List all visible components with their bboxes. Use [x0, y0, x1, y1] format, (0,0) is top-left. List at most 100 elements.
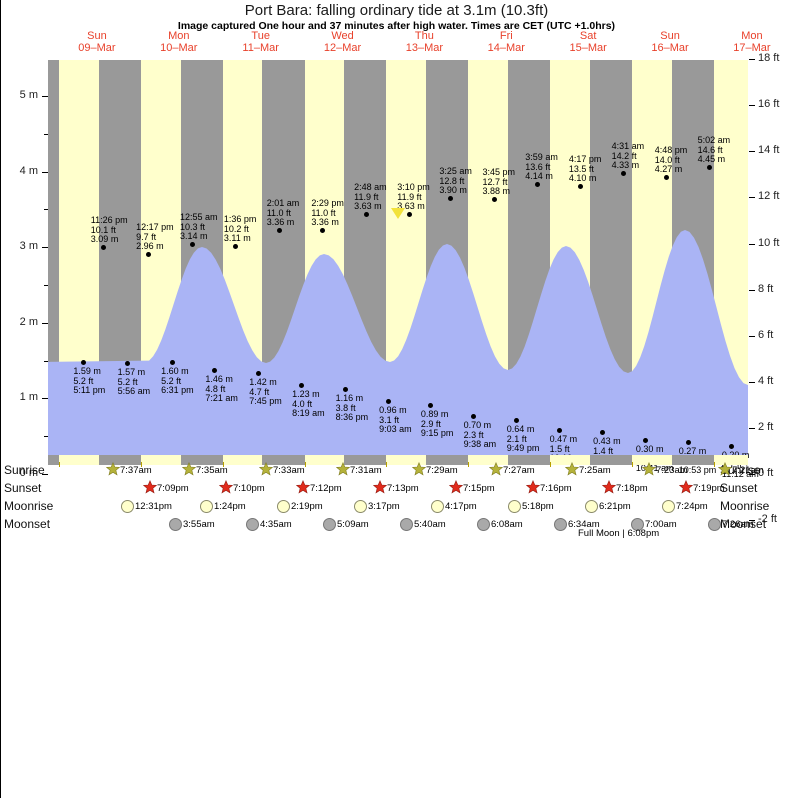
- y-tick-label-right: 14 ft: [758, 144, 780, 157]
- sunset-time: 7:16pm: [540, 483, 572, 494]
- sunset-time: 7:09pm: [157, 483, 189, 494]
- row-label-moonrise-left: Moonrise: [4, 499, 54, 513]
- y-tick-label-right: 12 ft: [758, 190, 780, 203]
- tide-extreme-label: 1.59 m 5.2 ft 5:11 pm: [73, 366, 105, 396]
- sunrise-time: 7:37am: [120, 465, 152, 476]
- tide-label-line-1: 1.60 m: [161, 366, 189, 376]
- tide-label-line-1: 3:10 pm: [397, 182, 430, 192]
- y-tick-right: [749, 105, 755, 107]
- strip-daylight-band: [550, 455, 590, 465]
- sunrise-time: 7:23am: [656, 465, 688, 476]
- day-boundary-tick: [140, 462, 142, 467]
- row-label-sunset-left: Sunset: [4, 481, 42, 495]
- sunrise-star-icon: [488, 461, 504, 481]
- tide-label-line-1: 2:01 am: [266, 198, 300, 208]
- moonrise-circle-icon: [121, 500, 134, 513]
- sunrise-time: 7:35am: [196, 465, 228, 476]
- moonrise-time: 1:24pm: [214, 501, 246, 512]
- moon-phase-label: Full Moon | 6:08pm: [578, 528, 660, 539]
- tide-extreme-label: 1.46 m 4.8 ft 7:21 am: [205, 374, 238, 404]
- moonrise-time: 5:18pm: [522, 501, 554, 512]
- tide-label-line-1: 5:02 am: [697, 135, 731, 145]
- tide-label-line-3: 8:19 am: [292, 408, 325, 419]
- tide-label-line-3: 7:21 am: [205, 393, 238, 404]
- tide-extreme-point: [276, 227, 282, 233]
- strip-daylight-band: [386, 455, 427, 465]
- row-label-moonrise-right: Moonrise: [720, 499, 770, 513]
- tide-label-line-3: 8:36 pm: [335, 412, 369, 423]
- tide-extreme-point: [448, 195, 454, 201]
- tide-label-line-1: 3:25 am: [439, 166, 472, 176]
- tide-extreme-point: [706, 164, 712, 170]
- tide-curve: [48, 230, 748, 455]
- tide-label-line-2: 12.7 ft: [482, 176, 508, 187]
- sunrise-star-icon: [105, 461, 121, 481]
- tide-label-line-2: 2.3 ft: [463, 429, 484, 440]
- tide-label-line-1: 2:48 am: [354, 182, 387, 192]
- row-label-moonset-left: Moonset: [4, 517, 51, 531]
- tide-label-line-2: 14.6 ft: [697, 144, 723, 155]
- tide-label-line-2: 10.2 ft: [223, 223, 249, 234]
- tide-label-line-3: 11:12 am: [721, 469, 759, 480]
- moonrise-circle-icon: [354, 500, 367, 513]
- y-tick-right: [749, 59, 755, 61]
- moonset-time: 3:55am: [183, 519, 215, 530]
- day-boundary-tick: [386, 462, 388, 467]
- y-tick-right: [749, 474, 755, 475]
- tide-extreme-label: 4:31 am 14.2 ft 4.33 m: [611, 141, 645, 171]
- moonrise-circle-icon: [277, 500, 290, 513]
- tide-extreme-point: [728, 443, 734, 449]
- tide-label-line-1: 11:26 pm: [90, 215, 128, 225]
- sunset-star-icon: [218, 479, 234, 499]
- tide-label-line-1: 1.42 m: [249, 377, 277, 387]
- tide-label-line-1: 4:31 am: [611, 141, 645, 151]
- y-tick-right: [749, 243, 755, 245]
- y-tick-label-right: 10 ft: [758, 236, 780, 249]
- tide-extreme-label: 11:26 pm 10.1 ft 3.09 m: [90, 215, 128, 245]
- sunset-time: 7:10pm: [233, 483, 265, 494]
- row-label-sunrise-left: Sunrise: [4, 463, 45, 477]
- y-tick-label-right: 18 ft: [758, 52, 780, 65]
- strip-daylight-band: [632, 455, 672, 465]
- tide-extreme-point: [491, 196, 497, 202]
- sunrise-star-icon: [564, 461, 580, 481]
- tide-label-line-3: 9:38 am: [463, 439, 497, 450]
- strip-daylight-band: [713, 455, 748, 465]
- sunrise-time: 7:31am: [350, 465, 382, 476]
- tide-extreme-label: 1.16 m 3.8 ft 8:36 pm: [335, 393, 369, 423]
- tide-label-line-2: 4.0 ft: [292, 398, 313, 409]
- tide-extreme-label: 3:25 am 12.8 ft 3.90 m: [439, 166, 472, 196]
- tide-label-line-3: 5:56 am: [117, 386, 151, 397]
- moonset-circle-icon: [708, 518, 721, 531]
- tide-label-line-1: 0.47 m: [549, 434, 578, 444]
- sunrise-time: 7:33am: [273, 465, 305, 476]
- tide-extreme-point: [363, 211, 369, 217]
- strip-night-band: [98, 455, 141, 465]
- strip-daylight-band: [59, 455, 99, 465]
- day-header-fri-5: Fri 14–Mar: [466, 30, 546, 54]
- strip-night-band: [180, 455, 223, 465]
- tide-label-line-3: 3.14 m: [180, 231, 208, 242]
- tide-extreme-label: 3:45 pm 12.7 ft 3.88 m: [482, 167, 516, 197]
- day-header-sat-6: Sat 15–Mar: [548, 30, 628, 54]
- tide-label-line-2: 11.0 ft: [266, 207, 292, 218]
- tide-extreme-point: [513, 417, 519, 423]
- y-tick-label-right: 0 ft: [758, 467, 774, 479]
- tide-label-line-2: 2.9 ft: [420, 418, 441, 429]
- tide-label-line-3: 3.63 m: [354, 201, 382, 212]
- day-header-date: 14–Mar: [487, 42, 525, 54]
- day-boundary-tick: [550, 462, 552, 467]
- tide-extreme-point: [124, 360, 130, 366]
- y-tick-left: [42, 247, 48, 249]
- y-tick-label-left: 4 m: [19, 164, 38, 177]
- day-header-wed-3: Wed 12–Mar: [303, 30, 383, 54]
- current-tide-marker: [391, 208, 405, 219]
- tide-label-line-3: 3.88 m: [482, 186, 511, 197]
- tide-plot[interactable]: [48, 60, 748, 455]
- strip-daylight-band: [222, 455, 263, 465]
- moonrise-time: 7:24pm: [676, 501, 708, 512]
- day-header-weekday: Sat: [579, 30, 597, 42]
- day-boundary-tick: [713, 462, 715, 467]
- tide-label-line-2: 3.8 ft: [335, 402, 356, 413]
